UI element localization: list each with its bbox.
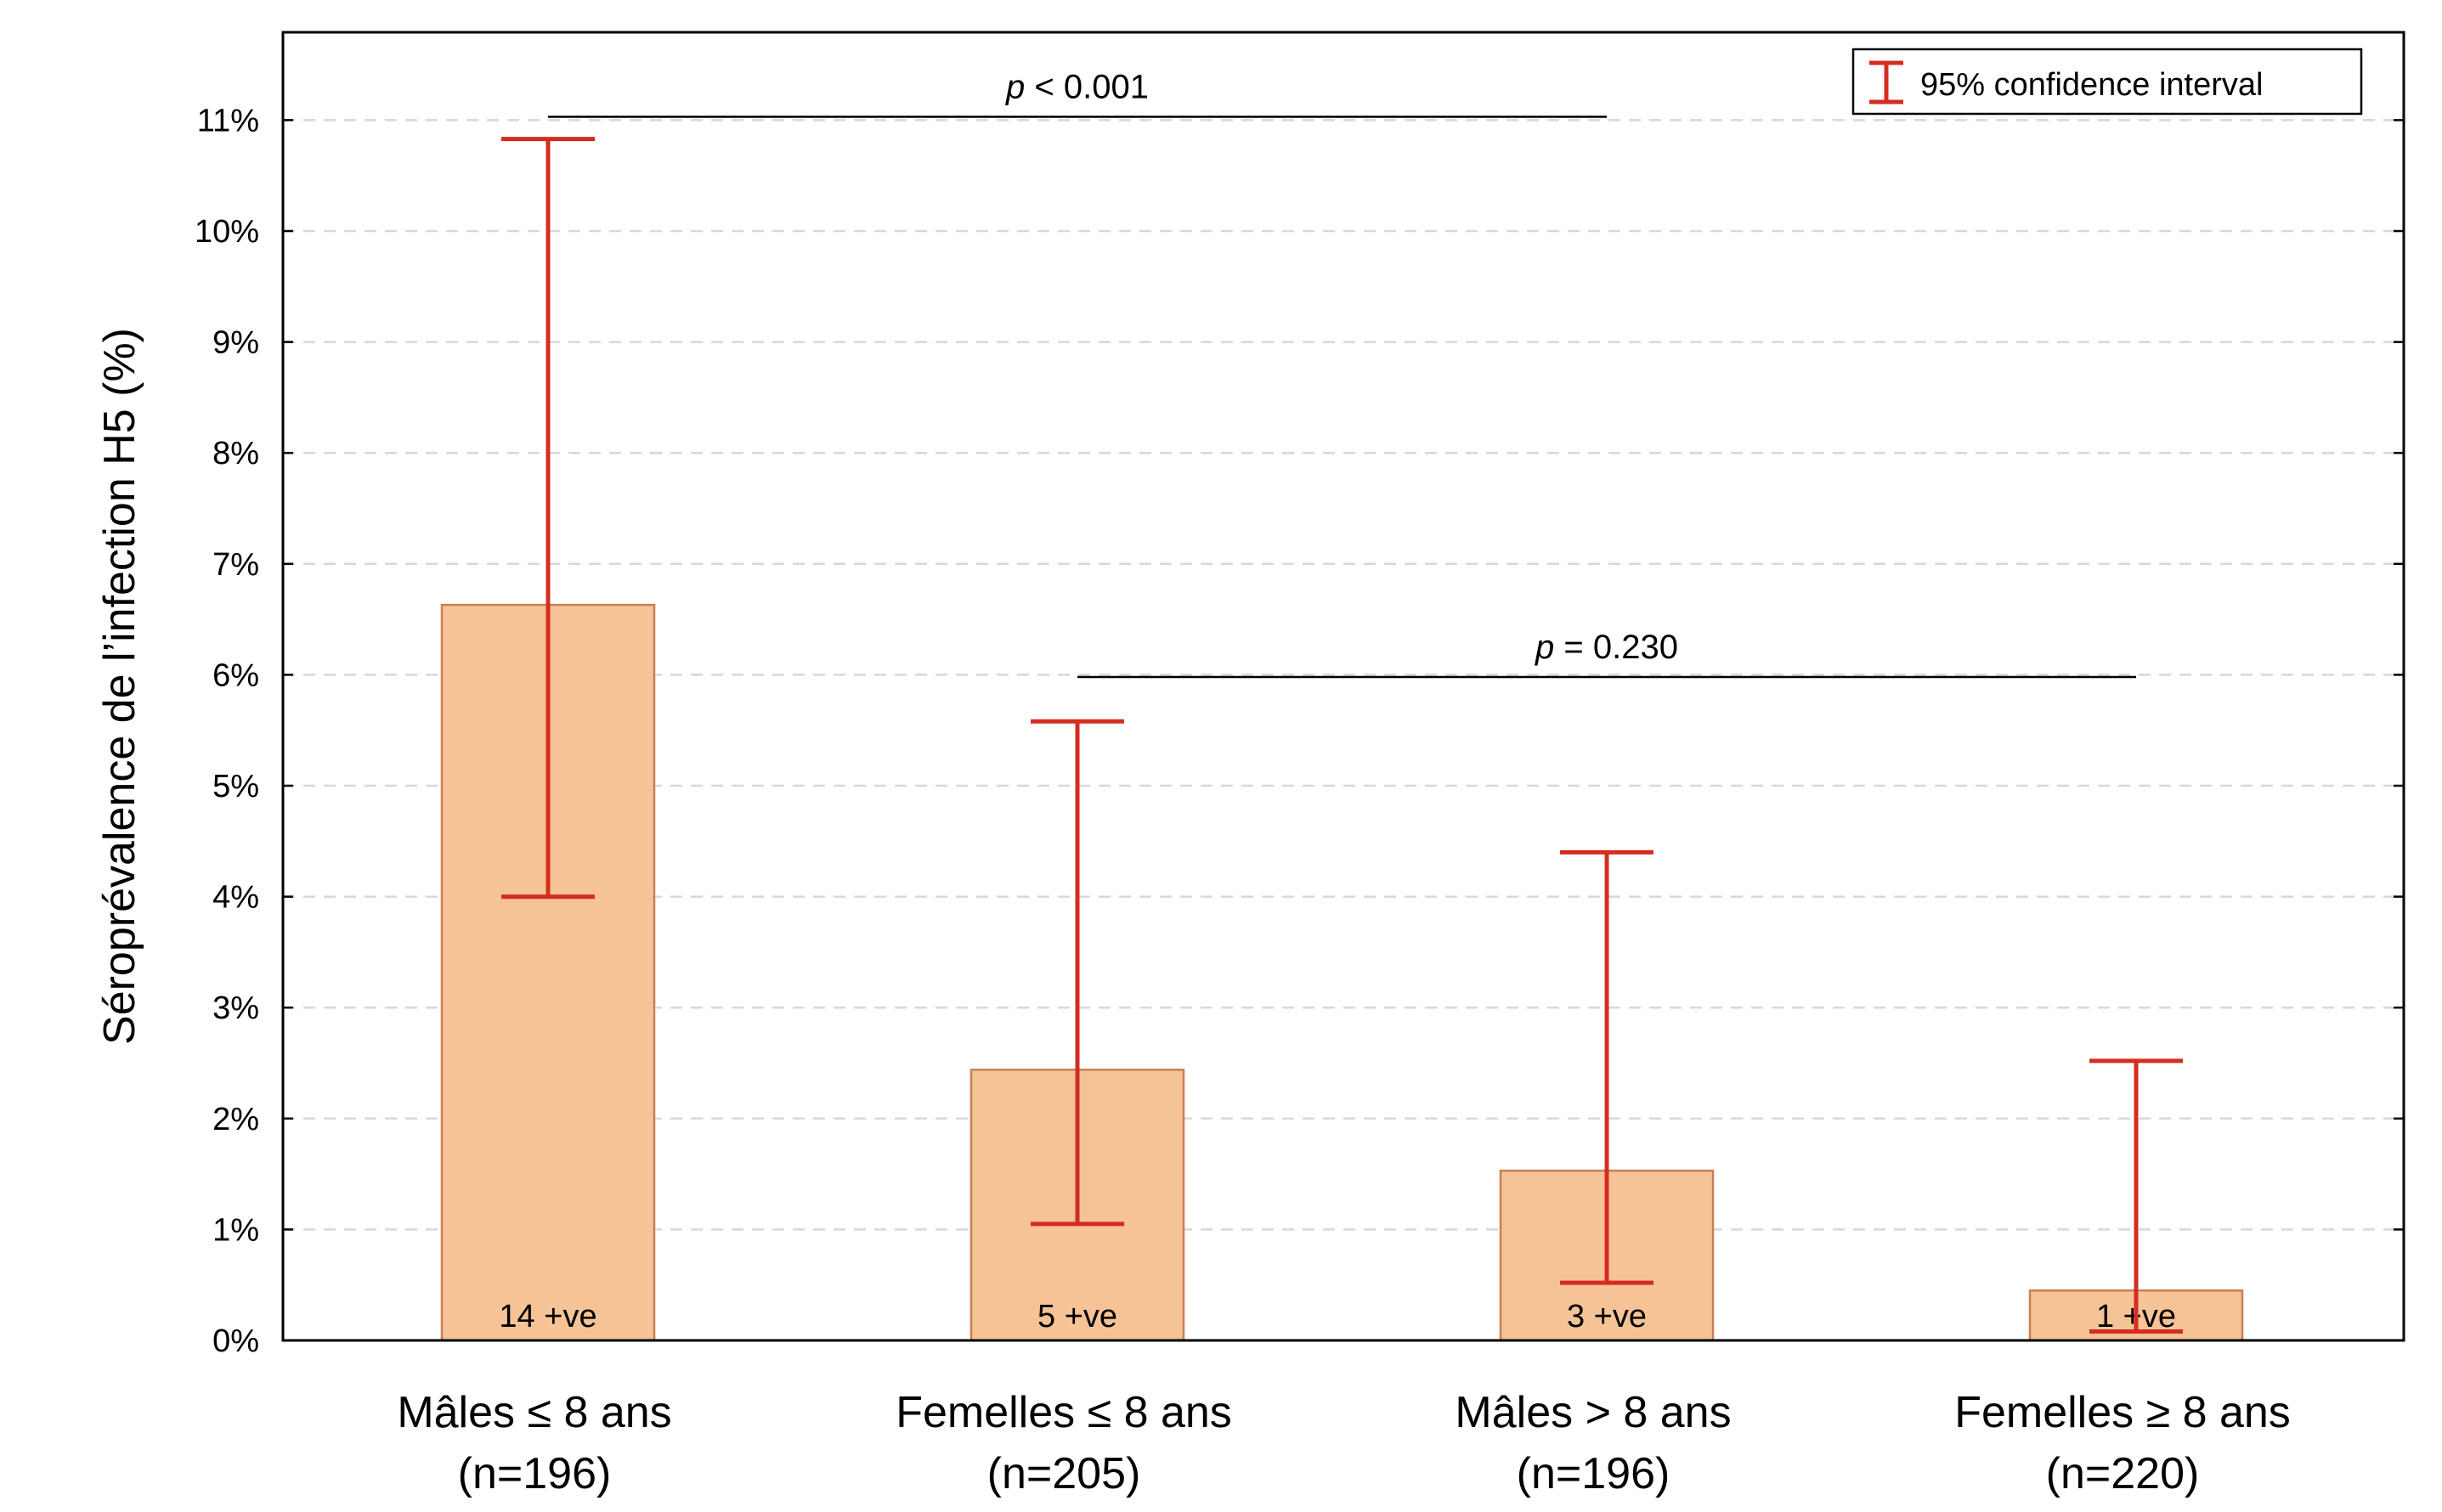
y-tick-label: 9% [212,325,259,361]
bar-data-label: 5 +ve [1037,1299,1117,1334]
y-tick-label: 3% [212,990,259,1026]
p-value-text: = 0.230 [1554,629,1678,666]
y-axis-label: Séroprévalence de l’infection H5 (%) [95,328,144,1045]
bar-data-label: 3 +ve [1567,1299,1647,1334]
category-label: Femelles ≥ 8 ans [1954,1388,2291,1437]
category-sample-size: (n=205) [987,1449,1141,1498]
p-value-label: p = 0.230 [1535,629,1678,666]
legend-box [1851,48,2363,116]
category-label: Mâles > 8 ans [1455,1388,1731,1437]
error-bars [501,137,2183,1334]
category-sample-size: (n=196) [1517,1449,1670,1498]
y-ticks: 0% 1% 2% 3% 4% 5% 6% 7% 8% 9% 10% 11% [195,103,2404,1359]
y-tick-label: 0% [212,1323,259,1359]
y-tick-label: 1% [212,1212,259,1248]
y-tick-label: 2% [212,1102,259,1137]
y-tick-label: 5% [212,769,259,804]
y-tick-label: 7% [212,547,259,583]
p-value-label: p < 0.001 [1005,68,1149,105]
y-tick-label: 8% [212,436,259,471]
y-tick-label: 11% [197,103,259,138]
category-sample-size: (n=196) [458,1449,612,1498]
category-label: Mâles ≤ 8 ans [397,1388,671,1437]
legend-errorbar-icon [1869,60,1903,104]
bar-data-label: 14 +ve [499,1299,596,1334]
p-value-text: < 0.001 [1025,68,1149,105]
y-tick-label: 6% [212,657,259,693]
legend-label: 95% confidence interval [1920,67,2263,103]
y-tick-label: 4% [212,880,259,916]
y-tick-label: 10% [195,214,259,250]
category-label: Femelles ≤ 8 ans [896,1388,1232,1437]
p-symbol: p [1535,629,1554,666]
p-symbol: p [1005,68,1025,105]
category-labels: Mâles ≤ 8 ans (n=196) Femelles ≤ 8 ans (n=2… [397,1388,2290,1498]
legend: 95% confidence interval [1851,48,2363,116]
category-sample-size: (n=220) [2046,1449,2200,1498]
plot-frame [281,31,2405,1342]
